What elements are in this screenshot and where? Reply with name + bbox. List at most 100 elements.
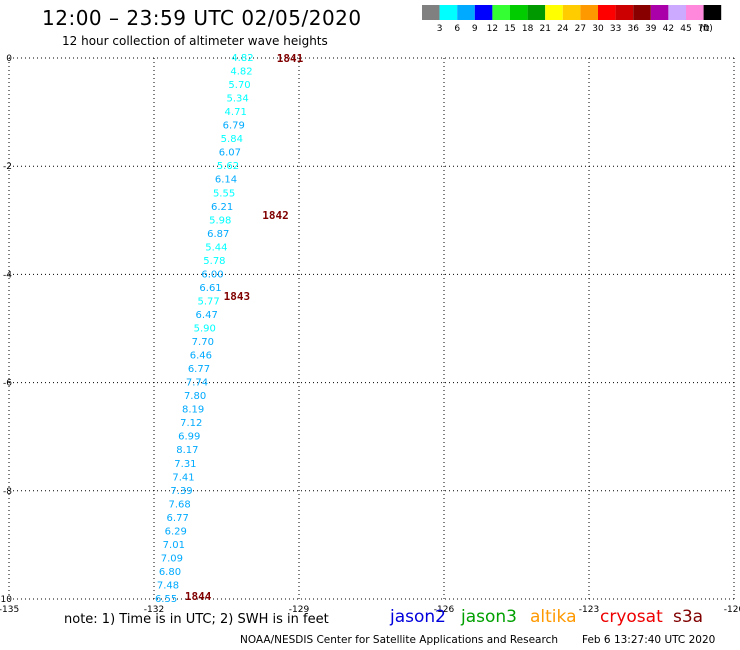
x-tick-label: -126: [434, 605, 455, 615]
legend-label: 21: [539, 24, 550, 34]
swh-value-label: 5.98: [209, 215, 231, 226]
legend-label: 39: [645, 24, 657, 34]
satellite-jason3: jason3: [461, 607, 517, 627]
legend-swatch: [422, 5, 440, 20]
footnote: note: 1) Time is in UTC; 2) SWH is in fe…: [64, 612, 329, 627]
pass-time-label: 1844: [185, 590, 212, 603]
legend-swatch: [686, 5, 704, 20]
legend-label: 15: [504, 24, 515, 34]
satellite-altika: altika: [530, 607, 577, 627]
swh-value-label: 7.70: [192, 337, 214, 348]
legend-label: 9: [472, 24, 478, 34]
legend-swatch: [474, 5, 493, 20]
legend-swatch: [527, 5, 546, 20]
swh-value-label: 5.55: [213, 188, 235, 199]
legend-unit: (ft): [699, 24, 713, 34]
swh-value-label: 7.09: [161, 553, 183, 564]
satellite-cryosat: cryosat: [600, 607, 663, 627]
legend-swatch: [668, 5, 686, 20]
swh-value-label: 7.48: [157, 580, 179, 591]
pass-time-label: 1842: [262, 209, 289, 222]
swh-value-label: 6.46: [190, 351, 212, 362]
swh-value-label: 7.12: [180, 418, 202, 429]
y-tick-label: -8: [3, 487, 12, 497]
swh-value-label: 6.00: [201, 269, 223, 280]
swh-value-label: 5.62: [217, 161, 239, 172]
satellite-jason2: jason2: [390, 607, 446, 627]
axis-layer: -135 -132 -129 -126 -123 -120 0 -2 -4 -6 -8 -10: [0, 54, 740, 615]
swh-value-label: 5.77: [197, 296, 219, 307]
legend-swatch: [580, 5, 598, 20]
pass-time-label: 1841: [277, 52, 304, 65]
legend-label: 36: [627, 24, 639, 34]
color-legend: 3 6 9 12 15 18 21 24 27 30 33 36 39 42 45 70(ft): [422, 5, 722, 34]
legend-swatch: [510, 5, 528, 20]
legend-label: 18: [522, 24, 534, 34]
legend-label: 3: [437, 24, 443, 34]
swh-value-label: 5.34: [226, 94, 248, 105]
legend-label: 12: [487, 24, 498, 34]
swh-value-label: 6.87: [207, 229, 229, 240]
x-tick-label: -129: [289, 605, 310, 615]
x-tick-label: -123: [579, 605, 599, 615]
legend-label: 45: [680, 24, 691, 34]
swh-value-label: 6.07: [219, 148, 241, 159]
swh-value-label: 5.44: [205, 242, 227, 253]
swh-value-label: 4.82: [231, 53, 253, 64]
swh-value-label: 4.82: [230, 67, 252, 78]
legend-swatch: [633, 5, 651, 20]
y-tick-label: -4: [3, 270, 12, 280]
swh-value-label: 6.29: [165, 526, 187, 537]
swh-value-label: 6.99: [178, 432, 200, 443]
swh-value-label: 6.77: [167, 513, 189, 524]
legend-swatch: [598, 5, 616, 20]
swh-value-label: 6.79: [223, 121, 245, 132]
swh-value-label: 5.90: [194, 324, 216, 335]
swh-value-label: 7.68: [168, 499, 190, 510]
legend-label: 42: [663, 24, 674, 34]
legend-swatch: [492, 5, 510, 20]
swh-value-label: 6.55: [155, 594, 177, 605]
swh-value-label: 6.21: [211, 202, 233, 213]
swh-value-label: 8.17: [176, 445, 198, 456]
legend-swatch: [457, 5, 475, 20]
pass-time-label: 1843: [224, 290, 251, 303]
data-points: 4.82 4.82 5.70 5.34 4.71 6.79 5.84 6.07 5.62 6.14…: [155, 53, 254, 605]
legend-swatch: [562, 5, 581, 20]
time-labels: 1841 1842 1843 1844: [185, 52, 304, 603]
legend-label: 24: [557, 24, 569, 34]
swh-value-label: 7.31: [174, 459, 196, 470]
y-tick-label: -10: [0, 595, 12, 605]
swh-value-label: 6.77: [188, 364, 210, 375]
swh-value-label: 7.80: [184, 391, 206, 402]
swh-value-label: 6.47: [196, 310, 218, 321]
legend-label: 70: [698, 24, 710, 34]
x-tick-label: -135: [0, 605, 19, 615]
swh-value-label: 5.84: [221, 134, 243, 145]
legend-label: 33: [610, 24, 621, 34]
satellite-s3a: s3a: [673, 607, 704, 627]
swh-value-label: 6.80: [159, 567, 181, 578]
y-tick-label: 0: [6, 54, 12, 64]
legend-label: 6: [454, 24, 460, 34]
y-tick-label: -6: [3, 379, 12, 389]
swh-value-label: 6.61: [199, 283, 221, 294]
generated-timestamp: Feb 6 13:27:40 UTC 2020: [582, 634, 716, 646]
swh-value-label: 6.14: [215, 175, 237, 186]
y-tick-label: -2: [3, 162, 12, 172]
swh-value-label: 5.78: [203, 256, 225, 267]
swh-value-label: 8.19: [182, 405, 204, 416]
credit-line: NOAA/NESDIS Center for Satellite Applica…: [240, 634, 558, 646]
swh-value-label: 7.39: [170, 486, 192, 497]
swh-value-label: 7.74: [186, 378, 208, 389]
legend-label: 30: [592, 24, 604, 34]
swh-value-label: 5.70: [228, 80, 250, 91]
chart-subtitle: 12 hour collection of altimeter wave hei…: [62, 34, 328, 48]
legend-swatch: [703, 5, 722, 20]
swh-value-label: 7.01: [163, 540, 185, 551]
legend-swatch: [650, 5, 669, 20]
legend-swatch: [439, 5, 458, 20]
x-tick-label: -120: [724, 605, 740, 615]
chart-title: 12:00 – 23:59 UTC 02/05/2020: [42, 6, 362, 30]
